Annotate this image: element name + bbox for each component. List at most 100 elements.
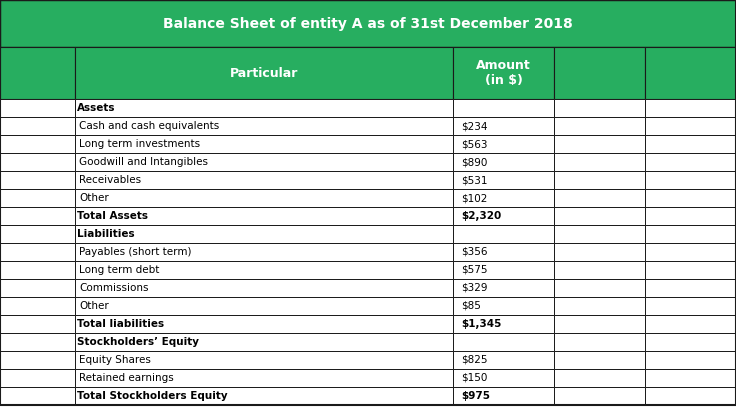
- Text: Liabilities: Liabilities: [77, 229, 135, 239]
- Bar: [0, 279, 75, 297]
- Bar: [0, 333, 75, 351]
- Bar: [554, 297, 645, 315]
- Bar: [0, 47, 75, 99]
- Bar: [0, 315, 75, 333]
- Bar: [554, 153, 645, 171]
- Text: $356: $356: [461, 247, 487, 257]
- Bar: [645, 171, 736, 189]
- Text: $85: $85: [461, 301, 481, 311]
- Bar: [554, 207, 645, 225]
- Text: Equity Shares: Equity Shares: [79, 355, 151, 365]
- Bar: [0, 387, 75, 405]
- Bar: [0, 153, 75, 171]
- Bar: [75, 333, 453, 351]
- Bar: [645, 333, 736, 351]
- Text: Other: Other: [79, 193, 109, 203]
- Text: Total Assets: Total Assets: [77, 211, 148, 221]
- Bar: [645, 135, 736, 153]
- Text: $1,345: $1,345: [461, 319, 501, 329]
- Bar: [75, 369, 453, 387]
- Text: Stockholders’ Equity: Stockholders’ Equity: [77, 337, 199, 347]
- Text: Particular: Particular: [230, 66, 298, 80]
- Text: Long term debt: Long term debt: [79, 265, 160, 275]
- Bar: [645, 99, 736, 117]
- Bar: [0, 225, 75, 243]
- Bar: [75, 135, 453, 153]
- Bar: [554, 117, 645, 135]
- Bar: [453, 261, 554, 279]
- Bar: [645, 117, 736, 135]
- Bar: [75, 261, 453, 279]
- Bar: [75, 225, 453, 243]
- Bar: [453, 135, 554, 153]
- Text: $563: $563: [461, 139, 487, 149]
- Bar: [554, 279, 645, 297]
- Text: $575: $575: [461, 265, 487, 275]
- Text: Payables (short term): Payables (short term): [79, 247, 191, 257]
- Text: Total liabilities: Total liabilities: [77, 319, 164, 329]
- Text: Assets: Assets: [77, 103, 116, 113]
- Text: $150: $150: [461, 373, 487, 383]
- Bar: [645, 47, 736, 99]
- Bar: [75, 47, 453, 99]
- Bar: [453, 99, 554, 117]
- Bar: [554, 351, 645, 369]
- Bar: [0, 351, 75, 369]
- Bar: [645, 261, 736, 279]
- Bar: [453, 153, 554, 171]
- Bar: [453, 117, 554, 135]
- Bar: [645, 369, 736, 387]
- Text: $890: $890: [461, 157, 487, 167]
- Bar: [645, 243, 736, 261]
- Bar: [0, 189, 75, 207]
- Bar: [554, 225, 645, 243]
- Bar: [453, 297, 554, 315]
- Bar: [0, 117, 75, 135]
- Bar: [554, 243, 645, 261]
- Text: $329: $329: [461, 283, 487, 293]
- Bar: [645, 387, 736, 405]
- Bar: [554, 135, 645, 153]
- Bar: [645, 279, 736, 297]
- Bar: [75, 297, 453, 315]
- Bar: [453, 279, 554, 297]
- Text: $975: $975: [461, 391, 490, 401]
- Bar: [554, 369, 645, 387]
- Bar: [645, 207, 736, 225]
- Bar: [75, 153, 453, 171]
- Bar: [453, 171, 554, 189]
- Bar: [554, 333, 645, 351]
- Bar: [554, 261, 645, 279]
- Bar: [0, 0, 736, 47]
- Text: Balance Sheet of entity A as of 31st December 2018: Balance Sheet of entity A as of 31st Dec…: [163, 17, 573, 30]
- Bar: [645, 225, 736, 243]
- Bar: [0, 369, 75, 387]
- Text: Other: Other: [79, 301, 109, 311]
- Text: $531: $531: [461, 175, 487, 185]
- Bar: [0, 207, 75, 225]
- Bar: [0, 135, 75, 153]
- Text: Receivables: Receivables: [79, 175, 141, 185]
- Bar: [645, 351, 736, 369]
- Bar: [75, 171, 453, 189]
- Bar: [554, 387, 645, 405]
- Bar: [0, 99, 75, 117]
- Text: $234: $234: [461, 121, 487, 131]
- Text: Cash and cash equivalents: Cash and cash equivalents: [79, 121, 219, 131]
- Bar: [645, 153, 736, 171]
- Bar: [75, 351, 453, 369]
- Bar: [554, 47, 645, 99]
- Bar: [453, 243, 554, 261]
- Bar: [453, 369, 554, 387]
- Bar: [75, 279, 453, 297]
- Bar: [554, 171, 645, 189]
- Bar: [453, 207, 554, 225]
- Bar: [0, 297, 75, 315]
- Bar: [453, 351, 554, 369]
- Bar: [453, 333, 554, 351]
- Bar: [0, 261, 75, 279]
- Bar: [645, 315, 736, 333]
- Text: Retained earnings: Retained earnings: [79, 373, 174, 383]
- Bar: [453, 387, 554, 405]
- Bar: [75, 99, 453, 117]
